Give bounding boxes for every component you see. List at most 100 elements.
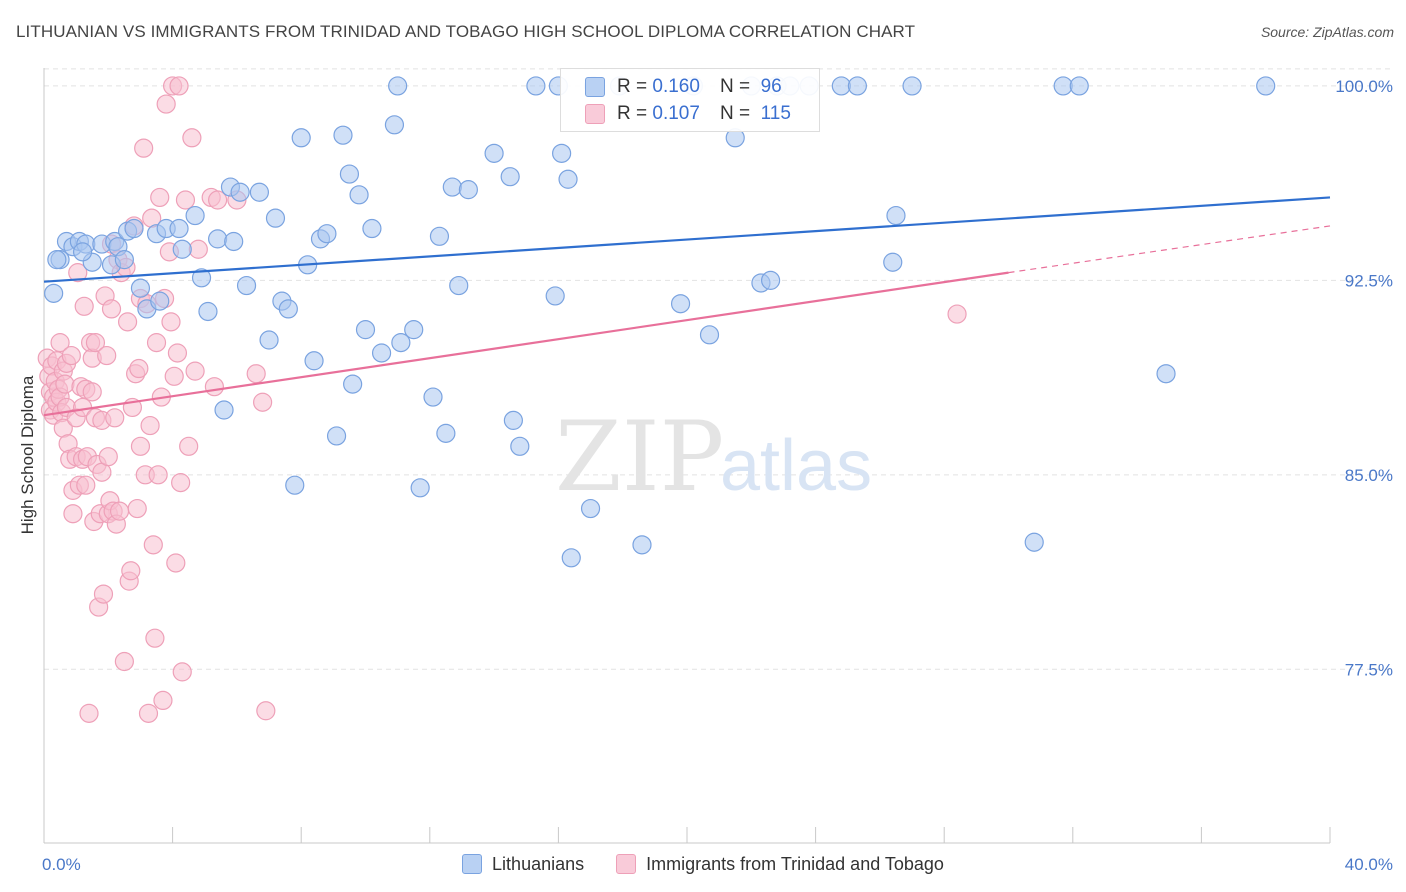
immigrants-point — [188, 239, 208, 259]
immigrants-point — [50, 333, 70, 353]
immigrants-point — [143, 535, 163, 555]
lithuanians-point — [208, 229, 228, 249]
immigrants-point — [129, 358, 149, 379]
immigrants-point — [145, 628, 165, 648]
lithuanians-point — [304, 351, 324, 371]
lithuanians-point — [552, 143, 572, 163]
trend-lines — [43, 196, 1331, 417]
lithuanians-point — [291, 128, 311, 148]
lithuanians-point — [72, 242, 93, 262]
lithuanians-point — [558, 169, 578, 189]
n-label: N = — [719, 76, 751, 97]
lithuanians-point — [224, 231, 244, 252]
immigrants-point — [185, 361, 205, 381]
lithuanians-point — [249, 182, 270, 202]
lithuanians-point — [1069, 76, 1089, 96]
lithuanians-point — [484, 143, 504, 163]
lithuanians-point — [172, 239, 192, 259]
lithuanians-point — [191, 268, 212, 288]
immigrants-point — [79, 703, 99, 723]
lithuanians-point — [1156, 364, 1176, 384]
x-tick-label-max: 40.0% — [1345, 855, 1393, 874]
lithuanians-point — [1256, 76, 1276, 96]
stats-swatch-pink — [585, 104, 605, 124]
y-tick-label: 77.5% — [1345, 660, 1393, 679]
lithuanians-point — [371, 343, 392, 363]
lithuanians-point — [150, 291, 170, 311]
stats-row-lithuanians: R = 0.160 N = 96 — [585, 74, 782, 100]
immigrants-point — [134, 138, 154, 158]
lithuanians-point — [831, 76, 851, 96]
legend-item-lithuanians[interactable]: Lithuanians — [462, 854, 584, 875]
watermark-zip: ZIP — [555, 401, 724, 513]
immigrants-point — [127, 498, 147, 519]
lithuanians-point — [326, 426, 347, 446]
lithuanians-point — [391, 333, 411, 353]
lithuanians-point — [265, 208, 286, 228]
immigrants-point — [68, 263, 88, 283]
lithuanians-point — [883, 252, 903, 272]
lithuanians-point — [1024, 532, 1044, 552]
immigrants-point — [114, 651, 134, 672]
lithuanians-point — [545, 286, 565, 306]
immigrants-point — [105, 408, 125, 428]
lithuanians-point — [902, 76, 922, 96]
series-legend: Lithuanians Immigrants from Trinidad and… — [0, 851, 1406, 877]
immigrants-point — [82, 382, 102, 402]
lithuanians-point — [699, 325, 720, 345]
y-tick-label: 92.5% — [1345, 271, 1393, 290]
immigrants-point — [179, 436, 199, 456]
stats-legend: R = 0.160 N = 96 R = 0.107 N = 115 — [560, 68, 820, 132]
immigrants-point — [167, 343, 188, 363]
r-value: 0.160 — [652, 76, 700, 97]
immigrants-point — [175, 190, 196, 210]
lithuanians-point — [503, 410, 523, 430]
trend-line-immigrants-extension — [1008, 225, 1331, 274]
immigrants-point — [204, 377, 224, 397]
lithuanians-point — [259, 330, 279, 350]
y-tick-label: 100.0% — [1335, 77, 1393, 96]
gridlines — [44, 68, 1390, 670]
lithuanians-point — [388, 76, 408, 96]
lithuanians-point — [343, 374, 363, 394]
lithuanians-point — [124, 218, 144, 239]
n-value: 96 — [760, 76, 782, 97]
immigrants-point — [208, 190, 228, 210]
lithuanians-point — [44, 283, 64, 303]
immigrants-point — [98, 447, 118, 467]
lithuanians-point — [339, 164, 360, 184]
immigrants-point — [171, 473, 191, 493]
immigrants-point — [182, 128, 202, 148]
immigrants-point — [150, 187, 170, 208]
immigrants-point — [253, 392, 273, 412]
chart-title: LITHUANIAN VS IMMIGRANTS FROM TRINIDAD A… — [16, 22, 916, 41]
lithuanians-point — [423, 387, 443, 407]
x-tick-label-min: 0.0% — [42, 855, 81, 874]
r-label: R = — [617, 76, 648, 97]
lithuanians-point — [130, 278, 151, 298]
n-value: 115 — [760, 103, 791, 124]
lithuanians-point — [632, 535, 652, 555]
lithuanians-point — [355, 320, 376, 340]
lithuanians-point — [670, 294, 691, 314]
lithuanians-point — [236, 275, 257, 296]
immigrants-point — [172, 662, 192, 682]
lithuanians-point — [760, 270, 781, 290]
lithuanians-point — [384, 115, 405, 135]
legend-item-immigrants[interactable]: Immigrants from Trinidad and Tobago — [616, 854, 944, 875]
n-label: N = — [719, 103, 751, 124]
lithuanians-point — [500, 167, 520, 187]
immigrants-point — [164, 366, 184, 386]
immigrants-point — [63, 504, 83, 524]
lithuanians-point — [47, 250, 67, 270]
r-value: 0.107 — [652, 103, 700, 124]
immigrants-point — [117, 312, 138, 332]
y-axis-title: High School Diploma — [18, 375, 37, 534]
immigrants-point — [169, 76, 189, 96]
legend-label-immigrants: Immigrants from Trinidad and Tobago — [646, 853, 944, 874]
legend-label-lithuanians: Lithuanians — [492, 853, 585, 874]
r-label: R = — [617, 103, 648, 124]
immigrants-point — [140, 415, 160, 436]
immigrants-point — [256, 701, 276, 721]
stats-row-immigrants: R = 0.107 N = 115 — [585, 101, 791, 127]
